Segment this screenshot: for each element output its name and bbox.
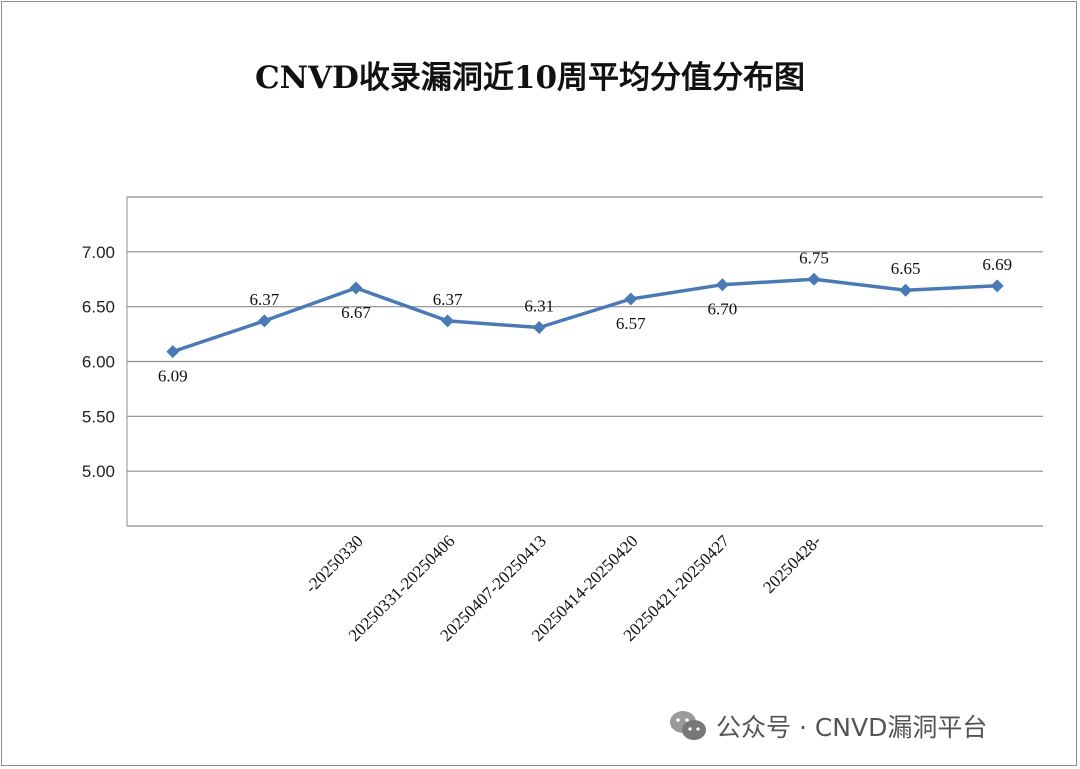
- data-label: 6.75: [799, 248, 829, 267]
- data-label: 6.65: [891, 259, 921, 278]
- data-label: 6.57: [616, 314, 646, 333]
- data-point-marker: [807, 272, 821, 286]
- y-tick-label: 5.00: [82, 462, 115, 481]
- y-tick-label: 5.50: [82, 407, 115, 426]
- series-markers: [166, 272, 1004, 359]
- data-label: 6.09: [158, 367, 188, 386]
- x-tick-labels: -2025033020250331-2025040620250407-20250…: [301, 531, 825, 645]
- x-tick-label: -20250330: [301, 531, 367, 597]
- wechat-icon: [668, 709, 708, 743]
- data-label: 6.67: [341, 303, 371, 322]
- y-tick-labels: 5.00 5.50 6.00 6.50 7.00: [82, 243, 115, 481]
- data-point-marker: [257, 314, 271, 328]
- gridlines: [127, 196, 1043, 527]
- y-tick-label: 6.50: [82, 298, 115, 317]
- y-tick-label: 6.00: [82, 353, 115, 372]
- data-point-marker: [715, 278, 729, 292]
- data-label: 6.70: [708, 300, 738, 319]
- chart-title: CNVD收录漏洞近10周平均分值分布图: [254, 60, 806, 96]
- data-point-marker: [349, 281, 363, 295]
- data-label: 6.37: [433, 290, 463, 309]
- data-label: 6.69: [982, 255, 1012, 274]
- data-labels: 6.09 6.37 6.67 6.37 6.31 6.57 6.70 6.75 6.65 6.69: [158, 248, 1012, 385]
- data-point-marker: [624, 292, 638, 306]
- y-tick-label: 7.00: [82, 243, 115, 262]
- watermark: 公众号 · CNVD漏洞平台: [668, 708, 987, 744]
- watermark-text: 公众号 · CNVD漏洞平台: [716, 713, 988, 742]
- data-point-marker: [441, 314, 455, 328]
- data-label: 6.37: [250, 290, 280, 309]
- data-point-marker: [532, 321, 546, 335]
- data-point-marker: [990, 279, 1004, 293]
- data-label: 6.31: [524, 297, 554, 316]
- series-line: [172, 277, 998, 354]
- x-tick-label: 20250428-: [759, 531, 825, 597]
- data-point-marker: [899, 283, 913, 297]
- data-point-marker: [166, 345, 180, 359]
